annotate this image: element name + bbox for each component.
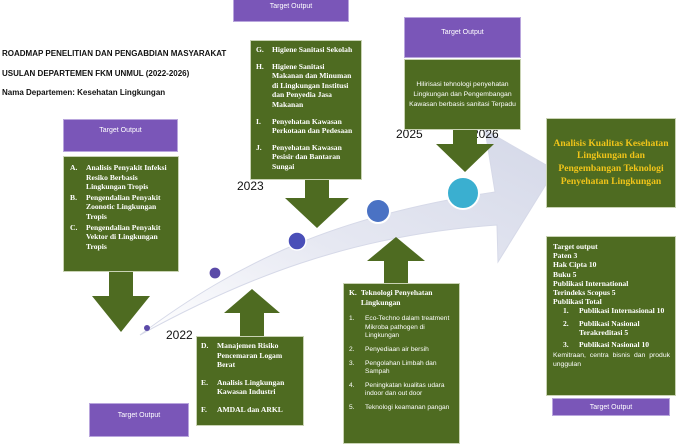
down-arrow-2025 (436, 126, 494, 172)
item-text: Penyehatan Kawasan Pesisir dan Bantaran … (272, 142, 342, 171)
technology-item: 3. Pengolahan Limbah dan Sampah (349, 360, 455, 377)
heading-letter: K. (349, 288, 357, 297)
item-number: 3. (349, 359, 355, 367)
milestone-dot-2023 (287, 231, 307, 251)
item-text: Analisis Penyakit Infeksi Resiko Berbasi… (86, 163, 167, 192)
item-letter: E. (201, 377, 208, 387)
item-text: Higiene Sanitasi Makanan dan Minuman di … (272, 61, 352, 109)
infectious-item: B. Pengendalian Penyakit Zoonotic Lingkun… (70, 193, 174, 222)
year-2026: 2026 (472, 127, 499, 141)
milestone-dot-2025 (446, 176, 480, 210)
industrial-item: E. Analisis Lingkungan Kawasan Industri (201, 378, 299, 397)
item-text: Eco-Techno dalam treatment Mikroba patho… (365, 315, 450, 340)
item-letter: G. (256, 45, 264, 54)
publication-item: 1. Publikasi Internasional 10 (563, 306, 670, 315)
roadmap-title: ROADMAP PENELITIAN DAN PENGABDIAN MASYAR… (2, 49, 227, 58)
infectious-item: A. Analisis Penyakit Infeksi Resiko Berba… (70, 163, 174, 192)
target-output-label-2023: Target Output (233, 0, 349, 22)
down-arrow-2022-top (92, 270, 150, 332)
research-box-2022-infectious: A. Analisis Penyakit Infeksi Resiko Berba… (63, 156, 179, 272)
item-letter: J. (256, 142, 262, 152)
milestone-dot-2024 (365, 198, 391, 224)
item-text: Pengolahan Limbah dan Sampah (365, 359, 437, 376)
item-letter: B. (70, 192, 77, 202)
research-box-2023-sanitation: G. Higiene Sanitasi Sekolah H. Higiene Sani… (250, 40, 362, 180)
item-text: Publikasi Internasional 10 (579, 306, 665, 316)
research-box-2025-downstreaming: Hilirisasi tehnologi penyehatan Lingkung… (404, 59, 521, 130)
technology-item: 5. Teknologi keamanan pangan (349, 404, 455, 413)
infectious-item: C. Pengendalian Penyakit Vektor di Lingku… (70, 223, 174, 252)
item-number: 3. (563, 340, 569, 350)
milestone-dot-2022-small (144, 325, 150, 331)
item-letter: D. (201, 341, 209, 350)
item-text: Publikasi Nasional Terakreditasi 5 (579, 318, 640, 337)
sanitation-item: I. Penyehatan Kawasan Perkotaan dan Pedes… (256, 117, 357, 136)
item-letter: A. (70, 163, 78, 172)
item-number: 2. (563, 318, 569, 328)
item-text: Peningkatan kualitas udara indoor dan ou… (365, 381, 445, 398)
up-arrow-2024 (367, 237, 425, 287)
target-summary-box: Target output Paten 3 Hak Cipta 10 Buku … (546, 236, 676, 396)
item-text: Higiene Sanitasi Sekolah (272, 45, 353, 54)
target-pub-total: Publikasi Total (553, 297, 602, 307)
item-number: 1. (563, 306, 569, 316)
item-text: Analisis Lingkungan Kawasan Industri (217, 377, 285, 397)
item-text: Penyehatan Kawasan Perkotaan dan Pedesaa… (272, 116, 353, 136)
technology-item: 1. Eco-Techno dalam treatment Mikroba pat… (349, 315, 455, 341)
item-number: 1. (349, 315, 355, 323)
item-text: Penyediaan air bersih (365, 345, 429, 353)
item-number: 2. (349, 345, 355, 353)
target-output-label-2022-top: Target Output (63, 119, 178, 152)
industrial-item: F. AMDAL dan ARKL (201, 405, 299, 415)
item-text: AMDAL dan ARKL (217, 404, 283, 414)
sanitation-item: J. Penyehatan Kawasan Pesisir dan Bantara… (256, 143, 357, 172)
target-output-label-final: Target Output (552, 398, 670, 416)
down-arrow-2023 (285, 178, 349, 228)
item-number: 4. (349, 381, 355, 389)
item-text: Pengendalian Penyakit Vektor di Lingkung… (86, 222, 161, 251)
target-output-label-2022-bottom: Target Output (89, 403, 189, 437)
item-number: 5. (349, 403, 355, 411)
item-text: Pengendalian Penyakit Zoonotic Lingkunga… (86, 192, 161, 221)
final-goal-box: Analisis Kualitas Kesehatan Lingkungan d… (546, 118, 676, 208)
up-arrow-2022-bottom (224, 289, 280, 337)
target-buku: Buku 5 (553, 269, 577, 279)
technology-item: 4. Peningkatan kualitas udara indoor dan … (349, 382, 455, 399)
final-goal-text: Analisis Kualitas Kesehatan Lingkungan d… (553, 137, 669, 187)
sanitation-item: G. Higiene Sanitasi Sekolah (256, 45, 357, 55)
item-letter: I. (256, 116, 261, 126)
item-letter: F. (201, 404, 207, 414)
year-2025: 2025 (396, 127, 423, 141)
sanitation-item: H. Higiene Sanitasi Makanan dan Minuman d… (256, 62, 357, 110)
roadmap-subtitle: USULAN DEPARTEMEN FKM UNMUL (2022-2026) (2, 69, 190, 78)
target-scopus: Terindeks Scopus 5 (553, 288, 616, 298)
year-2023: 2023 (237, 179, 264, 193)
year-2022: 2022 (166, 328, 193, 342)
downstreaming-text: Hilirisasi tehnologi penyehatan Lingkung… (409, 80, 516, 108)
heading-text: Teknologi Penyehatan Lingkungan (360, 288, 433, 307)
item-text: Teknologi keamanan pangan (365, 403, 450, 411)
milestone-dot-2022 (208, 266, 222, 280)
target-haki: Hak Cipta 10 (553, 260, 597, 270)
research-box-2024-technology: K. Teknologi Penyehatan Lingkungan 1. Eco… (343, 283, 460, 444)
item-letter: C. (70, 222, 78, 232)
target-summary-title: Target output (553, 242, 598, 251)
item-text: Publikasi Nasional 10 (579, 340, 650, 350)
item-text: Manajemen Risiko Pencemaran Logam Berat (217, 341, 283, 370)
target-output-label-2025: Target Output (404, 17, 521, 58)
item-letter: H. (256, 61, 264, 71)
publication-item: 3. Publikasi Nasional 10 (563, 340, 670, 349)
technology-item: 2. Penyediaan air bersih (349, 346, 455, 355)
target-kemitraan: Kemitraan, centra bisnis dan produk ungg… (553, 352, 670, 368)
target-pub-international: Publikasi International (553, 278, 629, 288)
industrial-item: D. Manajemen Risiko Pencemaran Logam Bera… (201, 341, 299, 370)
publication-item: 2. Publikasi Nasional Terakreditasi 5 (563, 319, 670, 337)
department-name: Nama Departemen: Kesehatan Lingkungan (2, 88, 166, 97)
target-paten: Paten 3 (553, 251, 578, 261)
research-box-2022-industrial: D. Manajemen Risiko Pencemaran Logam Bera… (196, 336, 304, 426)
